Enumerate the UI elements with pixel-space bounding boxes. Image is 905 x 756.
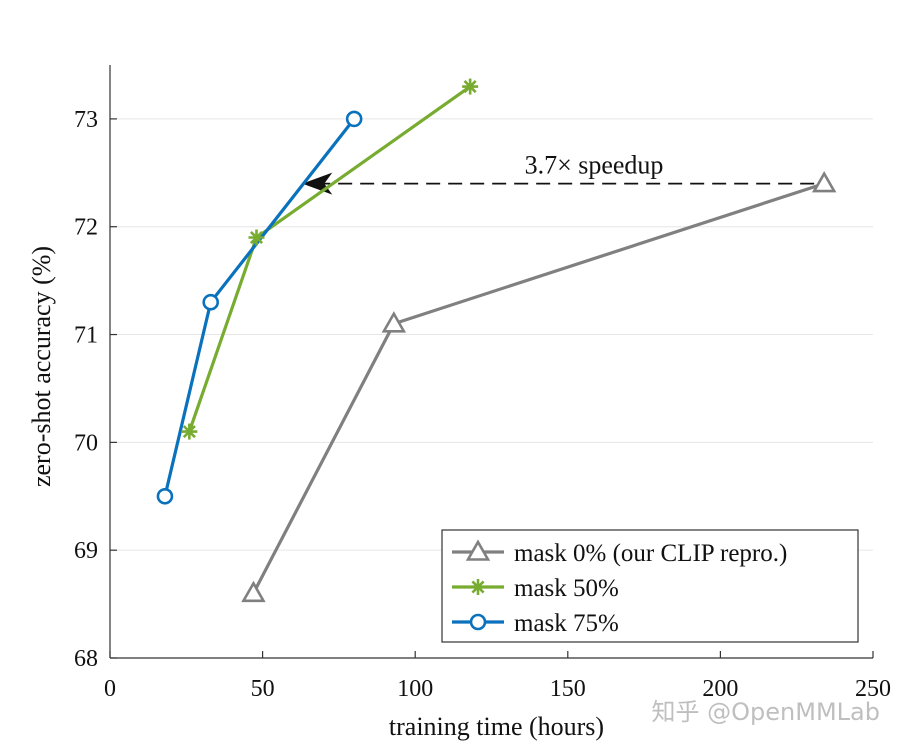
series-line-asterisk bbox=[187, 85, 472, 433]
legend: mask 0% (our CLIP repro.) mask 50% mask 75… bbox=[441, 529, 859, 643]
legend-label: mask 75% bbox=[514, 610, 619, 637]
legend-marker-triangle bbox=[465, 539, 491, 561]
asterisk-stroke bbox=[471, 580, 485, 594]
x-tick-label: 250 bbox=[855, 676, 891, 702]
data-point-triangle bbox=[381, 311, 407, 333]
data-point-triangle bbox=[241, 580, 266, 603]
x-axis-title: training time (hours) bbox=[389, 712, 604, 741]
legend-label: mask 50% bbox=[514, 575, 619, 602]
y-tick-label: 72 bbox=[74, 215, 98, 241]
y-tick-label: 70 bbox=[74, 430, 98, 456]
data-point-triangle bbox=[811, 170, 837, 193]
data-point-asterisk bbox=[248, 229, 265, 246]
x-tick-label: 0 bbox=[104, 676, 116, 702]
watermark-text: 知乎 @OpenMMLab bbox=[652, 698, 880, 726]
axes-layer: 68 69 70 71 72 73 0 50 100 150 200 250 bbox=[74, 65, 891, 702]
data-point-circle bbox=[156, 487, 174, 505]
x-tick-label: 200 bbox=[702, 676, 738, 702]
legend-box bbox=[441, 529, 859, 643]
x-tick-label: 150 bbox=[550, 676, 586, 702]
legend-marker-circle bbox=[469, 613, 487, 631]
data-point-asterisk bbox=[462, 78, 479, 95]
y-tick-label: 73 bbox=[74, 107, 98, 133]
legend-label: mask 0% (our CLIP repro.) bbox=[514, 540, 787, 567]
series-layer bbox=[156, 78, 837, 603]
y-tick-label: 68 bbox=[74, 646, 98, 672]
data-point-asterisk bbox=[181, 423, 198, 440]
asterisk-stroke bbox=[182, 425, 196, 439]
y-tick-label: 69 bbox=[74, 538, 98, 564]
annotation-layer: 3.7× speedup bbox=[302, 151, 815, 195]
asterisk-stroke bbox=[249, 230, 264, 245]
speedup-annotation-text: 3.7× speedup bbox=[525, 151, 664, 180]
data-point-circle bbox=[345, 110, 363, 128]
data-point-circle bbox=[202, 293, 220, 311]
x-tick-label: 50 bbox=[251, 676, 275, 702]
x-tick-label: 100 bbox=[397, 676, 433, 702]
legend-marker-asterisk bbox=[470, 579, 486, 595]
y-axis-title: zero-shot accuracy (%) bbox=[27, 246, 56, 487]
asterisk-stroke bbox=[463, 80, 477, 94]
y-tick-label: 71 bbox=[74, 323, 98, 349]
